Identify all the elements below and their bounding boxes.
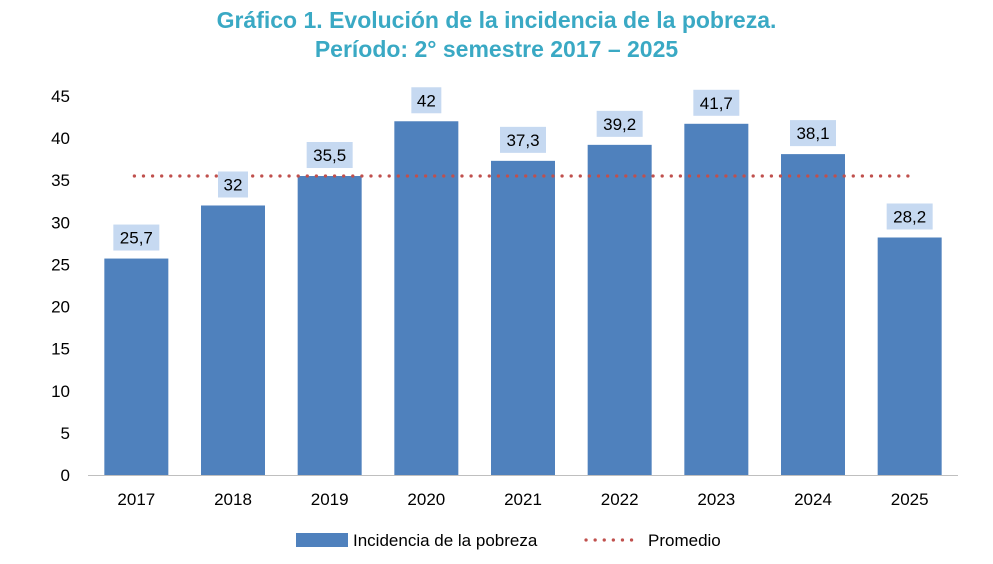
legend-label: Incidencia de la pobreza [353, 531, 538, 550]
data-label: 38,1 [790, 120, 836, 147]
y-tick-label: 20 [51, 298, 70, 317]
y-tick-label: 45 [51, 87, 70, 106]
legend: Incidencia de la pobreza Promedio [296, 531, 721, 550]
x-tick-label: 2019 [311, 490, 349, 509]
bar [587, 144, 652, 476]
data-label: 35,5 [306, 142, 353, 169]
data-label-text: 25,7 [120, 229, 153, 248]
x-tick-label: 2024 [794, 490, 832, 509]
bar [201, 205, 265, 475]
bars [104, 121, 942, 476]
data-labels: 25,7 32 35,5 42 37,3 39,2 41,7 38,1 28,2 [113, 87, 933, 251]
x-tick-label: 2025 [891, 490, 929, 509]
data-label-text: 39,2 [603, 115, 636, 134]
bar [297, 176, 362, 475]
data-label-text: 42 [417, 91, 436, 110]
chart-title-line2: Período: 2° semestre 2017 – 2025 [314, 36, 679, 62]
data-label: 39,2 [596, 110, 643, 137]
bar [781, 154, 845, 475]
x-axis: 2017 2018 2019 2020 2021 2022 2023 2024 2025 [88, 475, 958, 509]
data-label: 28,2 [886, 203, 933, 230]
data-label: 42 [411, 87, 442, 114]
x-tick-label: 2017 [117, 490, 155, 509]
legend-entry-bars: Incidencia de la pobreza [296, 531, 538, 550]
data-label-text: 28,2 [893, 207, 926, 226]
data-label: 41,7 [693, 89, 740, 116]
bar [104, 258, 169, 475]
data-label-text: 38,1 [796, 124, 829, 143]
data-label-text: 41,7 [700, 94, 733, 113]
data-label-text: 32 [224, 175, 243, 194]
data-label-box [218, 171, 248, 198]
y-tick-label: 5 [61, 424, 70, 443]
data-label-box [886, 203, 933, 230]
data-label-text: 37,3 [506, 131, 539, 150]
data-label-text: 35,5 [313, 146, 346, 165]
data-label-box [500, 126, 546, 153]
data-label: 25,7 [113, 224, 160, 251]
data-label: 37,3 [500, 126, 546, 153]
y-tick-label: 0 [61, 466, 70, 485]
data-label: 32 [218, 171, 248, 198]
x-tick-label: 2023 [697, 490, 735, 509]
y-tick-label: 15 [51, 340, 70, 359]
y-tick-label: 40 [51, 129, 70, 148]
y-tick-label: 35 [51, 171, 70, 190]
y-axis: 0 5 10 15 20 25 30 35 40 45 [51, 87, 70, 485]
data-label-box [306, 142, 353, 169]
chart-title-line1: Gráfico 1. Evolución de la incidencia de… [216, 7, 777, 33]
data-label-box [113, 224, 160, 251]
bar [684, 123, 749, 475]
data-label-box [411, 87, 442, 114]
data-label-box [790, 120, 836, 147]
legend-swatch-bar [296, 533, 348, 547]
bar [394, 121, 459, 476]
data-label-box [596, 110, 643, 137]
x-tick-label: 2021 [504, 490, 542, 509]
x-tick-label: 2018 [214, 490, 252, 509]
legend-label: Promedio [648, 531, 721, 550]
bar [491, 160, 555, 475]
y-tick-label: 10 [51, 382, 70, 401]
y-tick-label: 30 [51, 213, 70, 232]
x-tick-label: 2020 [407, 490, 445, 509]
x-tick-label: 2022 [601, 490, 639, 509]
y-tick-label: 25 [51, 255, 70, 274]
chart-title: Gráfico 1. Evolución de la incidencia de… [0, 6, 993, 64]
bar [877, 237, 942, 475]
legend-entry-average: Promedio [584, 531, 721, 550]
data-label-box [693, 89, 740, 116]
